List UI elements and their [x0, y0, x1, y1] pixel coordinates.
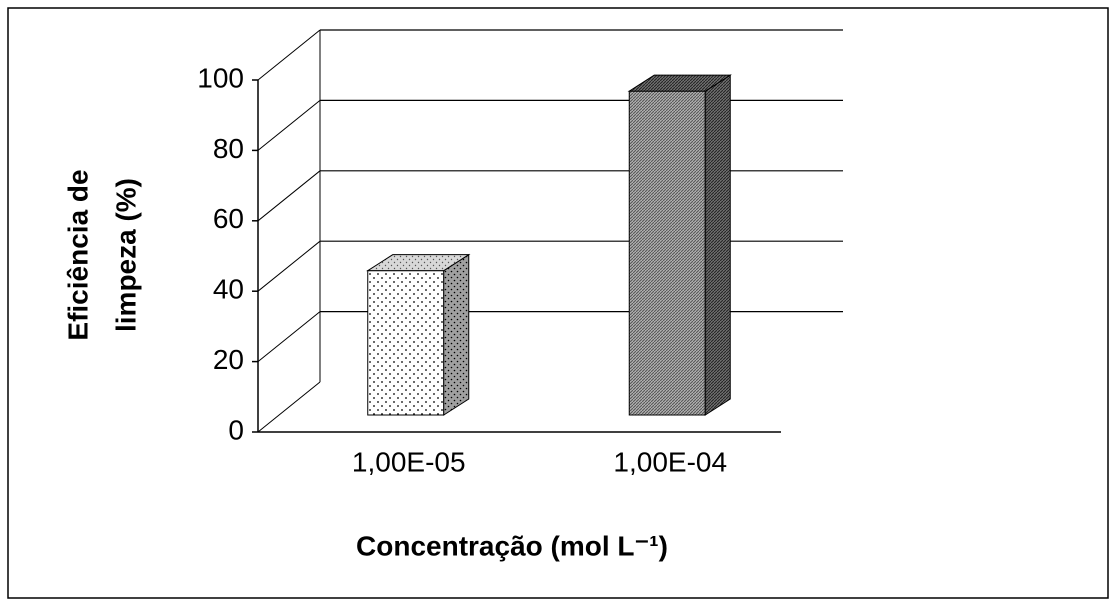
y-tick-label: 40 — [213, 274, 244, 305]
side-grid-line — [257, 170, 321, 222]
side-grid-line — [257, 29, 321, 81]
y-axis-label: Eficiência de — [62, 169, 93, 340]
y-axis-label: limpeza (%) — [110, 178, 141, 332]
y-tick-label: 100 — [197, 62, 244, 93]
bar-front — [367, 270, 445, 416]
frame — [7, 7, 1109, 599]
bar-side — [443, 253, 470, 416]
bar-side — [704, 74, 731, 416]
y-tick-label: 80 — [213, 133, 244, 164]
side-grid-line — [257, 311, 321, 362]
y-tick-label: 0 — [228, 414, 244, 445]
side-grid-line — [257, 100, 321, 151]
bar-top — [366, 254, 471, 272]
y-tick-label: 20 — [213, 344, 244, 375]
bar-front — [628, 90, 706, 416]
x-axis-label: Concentração (mol L⁻¹) — [356, 530, 668, 561]
x-tick-label: 1,00E-05 — [352, 446, 466, 477]
side-grid-line — [257, 240, 321, 292]
y-tick-label: 60 — [213, 203, 244, 234]
side-grid-line — [257, 381, 321, 433]
x-tick-label: 1,00E-04 — [613, 446, 727, 477]
bar-top — [627, 74, 732, 92]
